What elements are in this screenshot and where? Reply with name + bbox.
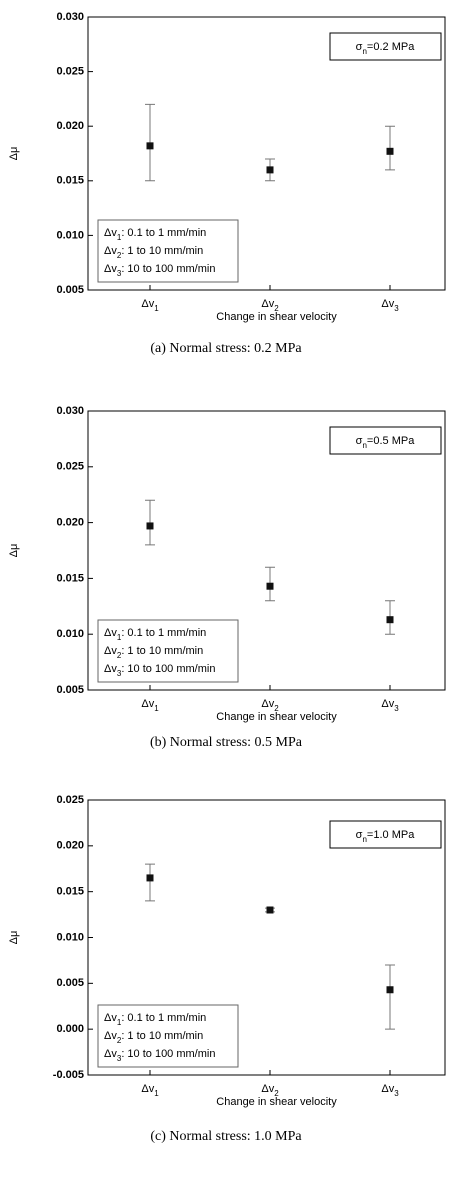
- y-tick-label: 0.015: [56, 175, 84, 187]
- y-tick-label: 0.020: [56, 517, 84, 529]
- y-tick-label: 0.020: [56, 120, 84, 132]
- annotation: σn=0.5 MPa: [356, 435, 416, 450]
- point: [146, 142, 154, 150]
- error-bar: [385, 964, 395, 1030]
- plot-frame: [87, 16, 446, 291]
- x-axis-label: Change in shear velocity: [216, 311, 337, 323]
- x-axis-label: Change in shear velocity: [216, 711, 337, 723]
- point: [386, 986, 394, 994]
- point: [386, 147, 394, 155]
- legend-entry: Δv3: 10 to 100 mm/min: [104, 263, 215, 278]
- y-tick-label: 0.025: [56, 461, 84, 473]
- y-axis-label: Δμ: [8, 544, 20, 558]
- x-tick-label: Δv1: [141, 1083, 159, 1098]
- y-tick-label: 0.005: [56, 284, 84, 296]
- annotation-box: [329, 820, 442, 849]
- annotation: σn=0.2 MPa: [356, 41, 416, 56]
- error-bar: [145, 863, 155, 902]
- x-tick-label: Δv3: [381, 1083, 399, 1098]
- legend-box: [97, 619, 239, 683]
- y-tick-label: 0.015: [56, 572, 84, 584]
- x-axis-label: Change in shear velocity: [216, 1096, 337, 1108]
- x-tick-label: Δv1: [141, 698, 159, 713]
- legend-entry: Δv3: 10 to 100 mm/min: [104, 663, 215, 678]
- legend-entry: Δv1: 0.1 to 1 mm/min: [104, 227, 206, 242]
- legend-entry: Δv2: 1 to 10 mm/min: [104, 1030, 203, 1045]
- y-tick-label: 0.010: [56, 229, 84, 241]
- point: [266, 906, 274, 914]
- x-tick-label: Δv3: [381, 698, 399, 713]
- y-tick-label: -0.005: [53, 1069, 84, 1081]
- y-tick-label: 0.025: [56, 66, 84, 78]
- point: [266, 166, 274, 174]
- point: [266, 582, 274, 590]
- y-tick-label: 0.015: [56, 886, 84, 898]
- legend-entry: Δv1: 0.1 to 1 mm/min: [104, 627, 206, 642]
- legend-entry: Δv1: 0.1 to 1 mm/min: [104, 1012, 206, 1027]
- y-axis-label: Δμ: [8, 147, 20, 161]
- legend-entry: Δv3: 10 to 100 mm/min: [104, 1048, 215, 1063]
- y-tick-label: 0.005: [56, 684, 84, 696]
- y-axis-label: Δμ: [8, 931, 20, 945]
- caption: (a) Normal stress: 0.2 MPa: [150, 341, 302, 356]
- y-tick-label: 0.005: [56, 977, 84, 989]
- y-tick-label: 0.030: [56, 11, 84, 23]
- y-tick-label: 0.000: [56, 1023, 84, 1035]
- x-tick-label: Δv3: [381, 298, 399, 313]
- x-tick-label: Δv2: [261, 298, 279, 313]
- caption: (c) Normal stress: 1.0 MPa: [150, 1129, 302, 1144]
- y-tick-label: 0.010: [56, 931, 84, 943]
- x-tick-label: Δv2: [261, 1083, 279, 1098]
- point: [146, 522, 154, 530]
- legend-box: [97, 1004, 239, 1068]
- annotation-box: [329, 32, 442, 61]
- legend-entry: Δv2: 1 to 10 mm/min: [104, 645, 203, 660]
- caption: (b) Normal stress: 0.5 MPa: [150, 735, 303, 750]
- x-tick-label: Δv1: [141, 298, 159, 313]
- y-tick-label: 0.020: [56, 840, 84, 852]
- legend-box: [97, 219, 239, 283]
- legend-entry: Δv2: 1 to 10 mm/min: [104, 245, 203, 260]
- y-tick-label: 0.010: [56, 628, 84, 640]
- annotation: σn=1.0 MPa: [356, 829, 416, 844]
- y-tick-label: 0.025: [56, 794, 84, 806]
- plot-frame: [87, 410, 446, 691]
- y-tick-label: 0.030: [56, 405, 84, 417]
- x-tick-label: Δv2: [261, 698, 279, 713]
- point: [386, 616, 394, 624]
- annotation-box: [329, 426, 442, 455]
- point: [146, 874, 154, 882]
